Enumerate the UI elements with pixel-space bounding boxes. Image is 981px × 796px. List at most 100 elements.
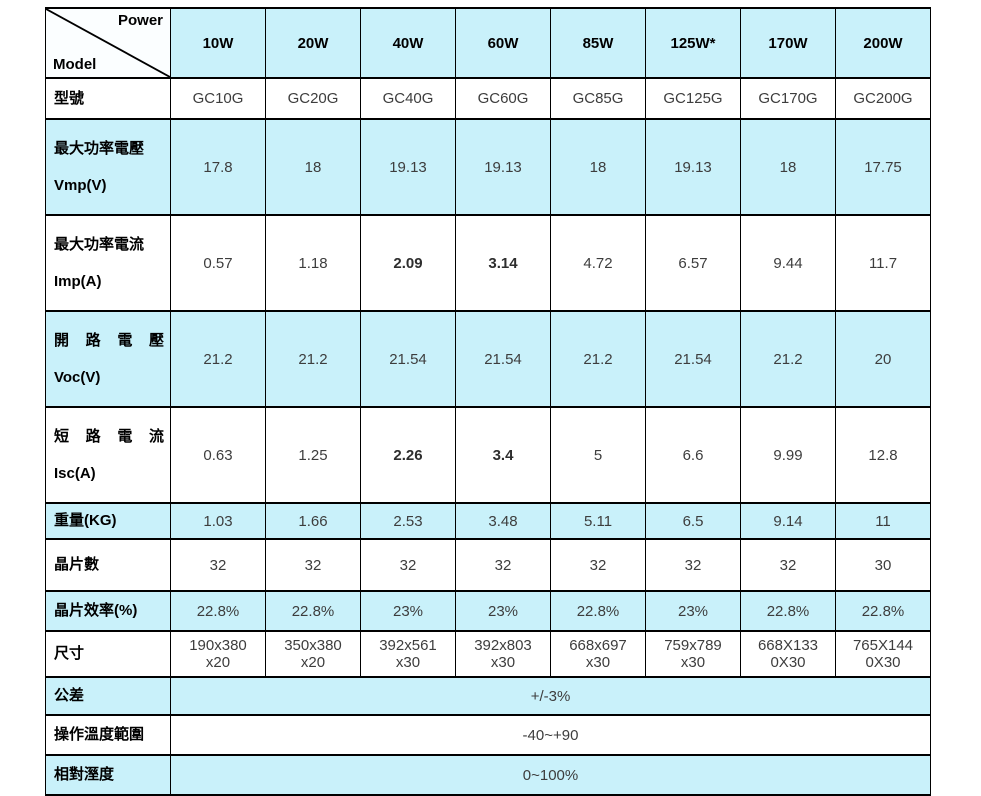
power-header-cell: 60W bbox=[455, 7, 551, 79]
operating-temperature-row: 操作溫度範圍 -40~+90 bbox=[45, 714, 931, 756]
voc-row: 開 路 電 壓 Voc(V) 21.2 21.2 21.54 21.54 21.… bbox=[45, 310, 931, 408]
isc-row: 短 路 電 流 Isc(A) 0.63 1.25 2.26 3.4 5 6.6 … bbox=[45, 406, 931, 504]
spec-value-cell: 22.8% bbox=[740, 590, 836, 632]
spec-value-cell: 32 bbox=[645, 538, 741, 592]
spec-value-cell: GC60G bbox=[455, 77, 551, 120]
row-label: 重量(KG) bbox=[45, 502, 171, 540]
corner-power-label: Power bbox=[117, 12, 163, 29]
spec-value-cell: 20 bbox=[835, 310, 931, 408]
power-header-cell: 40W bbox=[360, 7, 456, 79]
spec-value-cell: 22.8% bbox=[170, 590, 266, 632]
spec-value-cell: 1.25 bbox=[265, 406, 361, 504]
model-number-row: 型號 GC10G GC20G GC40G GC60G GC85G GC125G … bbox=[45, 77, 931, 120]
spec-value-cell: 19.13 bbox=[360, 118, 456, 216]
spec-value-cell: 1.66 bbox=[265, 502, 361, 540]
imp-row: 最大功率電流 Imp(A) 0.57 1.18 2.09 3.14 4.72 6… bbox=[45, 214, 931, 312]
spec-value-cell: 9.44 bbox=[740, 214, 836, 312]
row-label: 最大功率電流 Imp(A) bbox=[45, 214, 171, 312]
merged-value-cell: +/-3% bbox=[170, 676, 931, 716]
spec-value-cell: 12.8 bbox=[835, 406, 931, 504]
spec-value-cell: 30 bbox=[835, 538, 931, 592]
spec-value-cell: 1.03 bbox=[170, 502, 266, 540]
spec-value-cell: GC125G bbox=[645, 77, 741, 120]
spec-value-cell: 3.48 bbox=[455, 502, 551, 540]
spec-value-cell: 21.2 bbox=[740, 310, 836, 408]
spec-value-cell: 32 bbox=[265, 538, 361, 592]
spec-value-cell: 392x561 x30 bbox=[360, 630, 456, 678]
spec-value-cell: 19.13 bbox=[455, 118, 551, 216]
merged-value-cell: -40~+90 bbox=[170, 714, 931, 756]
spec-value-cell: GC10G bbox=[170, 77, 266, 120]
spec-value-cell: GC85G bbox=[550, 77, 646, 120]
power-header-cell: 85W bbox=[550, 7, 646, 79]
spec-value-cell: GC40G bbox=[360, 77, 456, 120]
tolerance-row: 公差 +/-3% bbox=[45, 676, 931, 716]
spec-value-cell: 9.14 bbox=[740, 502, 836, 540]
spec-value-cell: 6.57 bbox=[645, 214, 741, 312]
spec-value-cell: 9.99 bbox=[740, 406, 836, 504]
spec-value-cell: 18 bbox=[550, 118, 646, 216]
spec-value-cell: 21.54 bbox=[645, 310, 741, 408]
spec-value-cell: 1.18 bbox=[265, 214, 361, 312]
spec-value-cell: 2.53 bbox=[360, 502, 456, 540]
spec-value-cell: 21.2 bbox=[265, 310, 361, 408]
spec-value-cell: 190x380 x20 bbox=[170, 630, 266, 678]
spec-value-cell: 392x803 x30 bbox=[455, 630, 551, 678]
spec-value-cell: 22.8% bbox=[550, 590, 646, 632]
merged-value-cell: 0~100% bbox=[170, 754, 931, 796]
spec-value-cell: 22.8% bbox=[835, 590, 931, 632]
row-label: 晶片效率(%) bbox=[45, 590, 171, 632]
spec-value-cell: 4.72 bbox=[550, 214, 646, 312]
spec-value-cell: 765X144 0X30 bbox=[835, 630, 931, 678]
spec-value-cell: 5 bbox=[550, 406, 646, 504]
spec-value-cell: 11 bbox=[835, 502, 931, 540]
spec-value-cell: 759x789 x30 bbox=[645, 630, 741, 678]
spec-value-cell: 0.63 bbox=[170, 406, 266, 504]
row-label: 短 路 電 流 Isc(A) bbox=[45, 406, 171, 504]
spec-value-cell: 21.54 bbox=[455, 310, 551, 408]
spec-value-cell: 32 bbox=[740, 538, 836, 592]
spec-value-cell: 6.6 bbox=[645, 406, 741, 504]
cell-efficiency-row: 晶片效率(%) 22.8% 22.8% 23% 23% 22.8% 23% 22… bbox=[45, 590, 931, 632]
spec-value-cell: 0.57 bbox=[170, 214, 266, 312]
power-header-cell: 170W bbox=[740, 7, 836, 79]
power-header-cell: 10W bbox=[170, 7, 266, 79]
spec-value-cell: 21.54 bbox=[360, 310, 456, 408]
row-label: 操作溫度範圍 bbox=[45, 714, 171, 756]
diagonal-divider-line bbox=[46, 10, 170, 76]
spec-value-cell: 21.2 bbox=[170, 310, 266, 408]
row-label: 開 路 電 壓 Voc(V) bbox=[45, 310, 171, 408]
spec-value-cell: 23% bbox=[360, 590, 456, 632]
spec-value-cell: 32 bbox=[360, 538, 456, 592]
spec-value-cell: 350x380 x20 bbox=[265, 630, 361, 678]
corner-model-label: Model bbox=[53, 56, 97, 73]
power-header-cell: 20W bbox=[265, 7, 361, 79]
spec-value-cell: 23% bbox=[645, 590, 741, 632]
power-model-corner-cell: Power Model bbox=[45, 7, 171, 79]
header-row: Power Model 10W 20W 40W 60W 85W 125W* 17… bbox=[45, 7, 931, 79]
spec-value-cell: 23% bbox=[455, 590, 551, 632]
spec-value-cell: 19.13 bbox=[645, 118, 741, 216]
spec-value-cell: 17.8 bbox=[170, 118, 266, 216]
spec-value-cell: GC170G bbox=[740, 77, 836, 120]
spec-value-cell: 2.09 bbox=[360, 214, 456, 312]
power-header-cell: 200W bbox=[835, 7, 931, 79]
weight-row: 重量(KG) 1.03 1.66 2.53 3.48 5.11 6.5 9.14… bbox=[45, 502, 931, 540]
row-label: 相對溼度 bbox=[45, 754, 171, 796]
spec-value-cell: 11.7 bbox=[835, 214, 931, 312]
spec-value-cell: 668x697 x30 bbox=[550, 630, 646, 678]
row-label: 最大功率電壓 Vmp(V) bbox=[45, 118, 171, 216]
spec-table: Power Model 10W 20W 40W 60W 85W 125W* 17… bbox=[45, 7, 931, 796]
cell-count-row: 晶片數 32 32 32 32 32 32 32 30 bbox=[45, 538, 931, 592]
spec-value-cell: 22.8% bbox=[265, 590, 361, 632]
spec-value-cell: 32 bbox=[550, 538, 646, 592]
spec-value-cell: 668X133 0X30 bbox=[740, 630, 836, 678]
dimensions-row: 尺寸 190x380 x20 350x380 x20 392x561 x30 3… bbox=[45, 630, 931, 678]
vmp-row: 最大功率電壓 Vmp(V) 17.8 18 19.13 19.13 18 19.… bbox=[45, 118, 931, 216]
spec-value-cell: 6.5 bbox=[645, 502, 741, 540]
row-label: 型號 bbox=[45, 77, 171, 120]
spec-value-cell: 3.14 bbox=[455, 214, 551, 312]
row-label: 尺寸 bbox=[45, 630, 171, 678]
spec-value-cell: 17.75 bbox=[835, 118, 931, 216]
row-label: 晶片數 bbox=[45, 538, 171, 592]
